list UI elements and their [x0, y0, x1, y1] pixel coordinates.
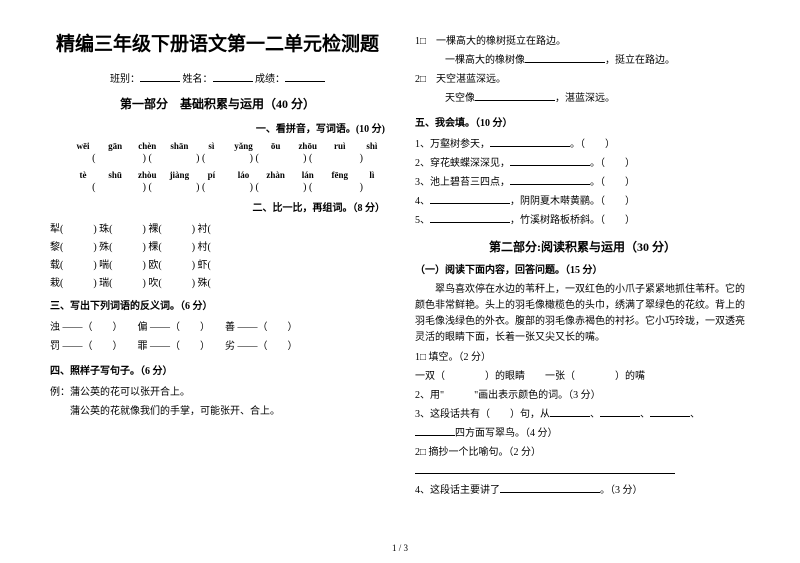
paren-row-1: () () () () (): [50, 153, 385, 164]
s2-num: 2□ 天空湛蓝深远。: [415, 72, 750, 87]
sq3: 3、这段话共有（ ）句，从、、、: [415, 407, 750, 422]
sub1-title: （一）阅读下面内容，回答问题。（15 分）: [415, 263, 750, 278]
page-number: 1 / 3: [392, 543, 408, 553]
s1-fill: 一棵高大的橡树像，挺立在路边。: [415, 53, 750, 68]
main-title: 精编三年级下册语文第一二单元检测题: [50, 30, 385, 60]
antonym-2: 罚 ——（ ） 罪 ——（ ） 劣 ——（ ）: [50, 339, 385, 354]
pinyin-row-2: tèshūzhòujiàngpíláozhànlánfēnglì: [50, 170, 385, 180]
pinyin-row-1: wēigānchènshānsìyǎngōuzhōuruìshì: [50, 141, 385, 151]
compare-4: 栽( ) 瑞( ) 吹( ) 殊(: [50, 274, 385, 289]
right-column: 1□ 一棵高大的橡树挺立在路边。 一棵高大的橡树像，挺立在路边。 2□ 天空湛蓝…: [415, 30, 750, 548]
part2-header: 第二部分:阅读积累与运用（30 分）: [415, 238, 750, 255]
sq4: 2□ 摘抄一个比喻句。（2 分）: [415, 445, 750, 460]
compare-1: 犁( ) 珠( ) 裸( ) 衬(: [50, 220, 385, 235]
part1-header: 第一部分 基础积累与运用（40 分）: [50, 95, 385, 112]
sq4-blank: [415, 464, 750, 479]
sq2-title: 2、用" "画出表示颜色的词。（3 分）: [415, 388, 750, 403]
q5-2: 2、穿花蛱蝶深深见，。（ ）: [415, 156, 750, 171]
name-label: 姓名：: [183, 74, 213, 85]
meta-row: 班别： 姓名： 成绩：: [50, 70, 385, 85]
antonym-1: 浊 ——（ ） 偏 ——（ ） 善 ——（ ）: [50, 320, 385, 335]
q4-title: 四、照样子写句子。（6 分）: [50, 362, 385, 377]
q2-title: 二、比一比，再组词。（8 分）: [50, 199, 385, 214]
q4-example-line: 蒲公英的花就像我们的手掌，可能张开、合上。: [50, 404, 385, 419]
sq1-line: 一双（ ）的眼睛 一张（ ）的嘴: [415, 369, 750, 384]
q5-3: 3、池上碧苔三四点，。（ ）: [415, 175, 750, 190]
paren-row-2: () () () () (): [50, 182, 385, 193]
class-label: 班别：: [110, 74, 140, 85]
sq1-title: 1□ 填空。（2 分）: [415, 350, 750, 365]
q5-1: 1、万壑树参天，。（ ）: [415, 137, 750, 152]
score-label: 成绩：: [255, 74, 285, 85]
sq5: 4、这段话主要讲了。（3 分）: [415, 483, 750, 498]
q1-title: 一、看拼音，写词语。(10 分): [50, 120, 385, 135]
compare-3: 载( ) 喘( ) 欧( ) 虾(: [50, 256, 385, 271]
sq3b: 四方面写翠鸟。（4 分）: [415, 426, 750, 441]
q3-title: 三、写出下列词语的反义词。（6 分）: [50, 297, 385, 312]
q5-4: 4、，阴阴夏木啭黄鹂。（ ）: [415, 194, 750, 209]
s1-num: 1□ 一棵高大的橡树挺立在路边。: [415, 34, 750, 49]
left-column: 精编三年级下册语文第一二单元检测题 班别： 姓名： 成绩： 第一部分 基础积累与…: [50, 30, 385, 548]
compare-2: 黎( ) 殊( ) 棵( ) 村(: [50, 238, 385, 253]
reading-passage: 翠鸟喜欢停在水边的苇秆上，一双红色的小爪子紧紧地抓住苇秆。它的颜色非常鲜艳。头上…: [415, 282, 750, 346]
s2-fill: 天空像，湛蓝深远。: [415, 91, 750, 106]
q4-example: 例：蒲公英的花可以张开合上。: [50, 385, 385, 400]
q5-5: 5、，竹溪树路板桥斜。（ ）: [415, 213, 750, 228]
q5-title: 五、我会填。（10 分）: [415, 114, 750, 129]
